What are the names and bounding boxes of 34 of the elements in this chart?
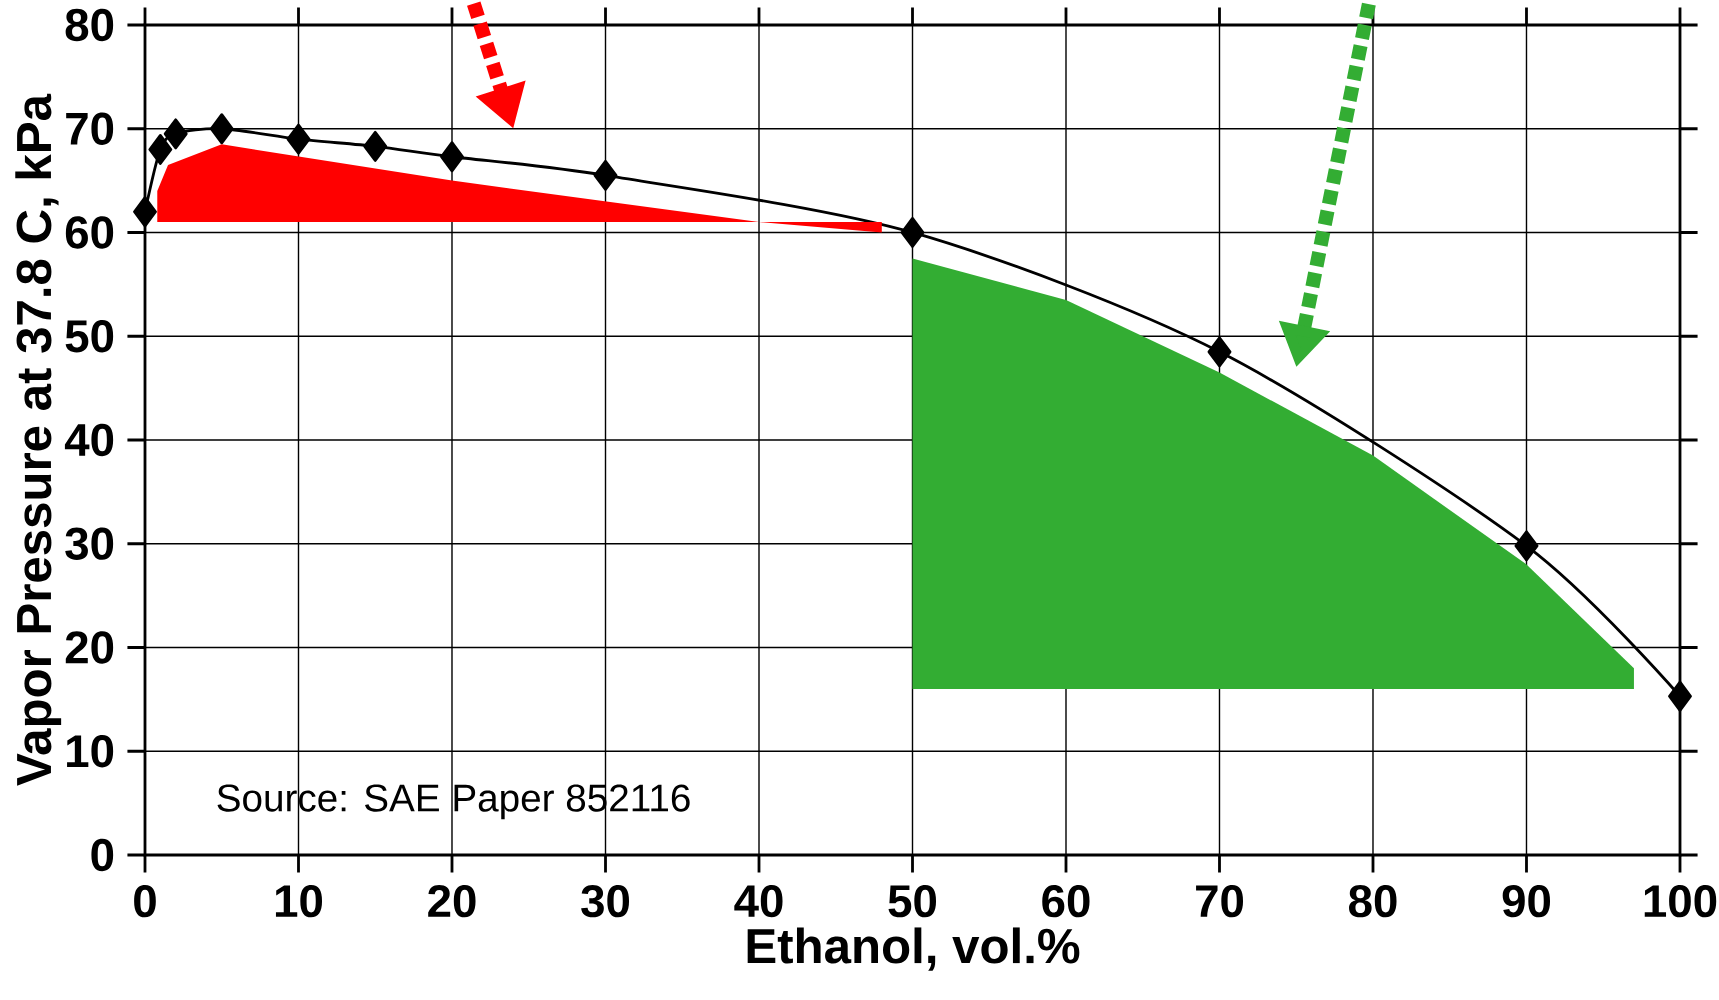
x-tick-label: 0	[134, 884, 156, 918]
x-tick-label: 50	[888, 884, 937, 918]
y-tick-label: 0	[91, 838, 114, 872]
x-tick-label: 70	[1196, 884, 1244, 918]
x-tick-label: 90	[1502, 884, 1551, 918]
point	[286, 123, 311, 155]
point	[163, 118, 188, 150]
point	[1668, 680, 1692, 712]
point	[148, 134, 173, 165]
point	[440, 141, 464, 173]
x-tick-label: 10	[275, 884, 323, 918]
y-tick-label: 50	[65, 320, 114, 353]
point	[593, 159, 618, 191]
x-tick-label: 30	[581, 884, 630, 918]
x-tick-label: 60	[1042, 884, 1090, 918]
y-tick-label: 10	[67, 735, 114, 768]
y-tick-label: 60	[65, 216, 114, 249]
point	[209, 113, 234, 145]
y-tick-label: 70	[66, 112, 114, 145]
y-tick-label: 80	[65, 8, 114, 42]
x-tick-label: 80	[1349, 884, 1397, 918]
y-tick-label: 30	[65, 527, 114, 560]
y-axis-title: Vapor Pressure at 37.8 C, kPa	[15, 93, 62, 786]
point	[900, 217, 925, 248]
point	[133, 196, 157, 228]
x-axis-title: Ethanol, vol.%	[747, 927, 1080, 971]
point	[363, 130, 388, 162]
y-tick-label: 20	[65, 631, 114, 664]
point	[1514, 530, 1539, 562]
x-tick-label: 20	[428, 884, 476, 918]
x-tick-label: 100	[1644, 884, 1717, 918]
y-tick-label: 40	[64, 423, 114, 457]
x-tick-label: 40	[734, 884, 783, 918]
point	[1207, 336, 1232, 368]
